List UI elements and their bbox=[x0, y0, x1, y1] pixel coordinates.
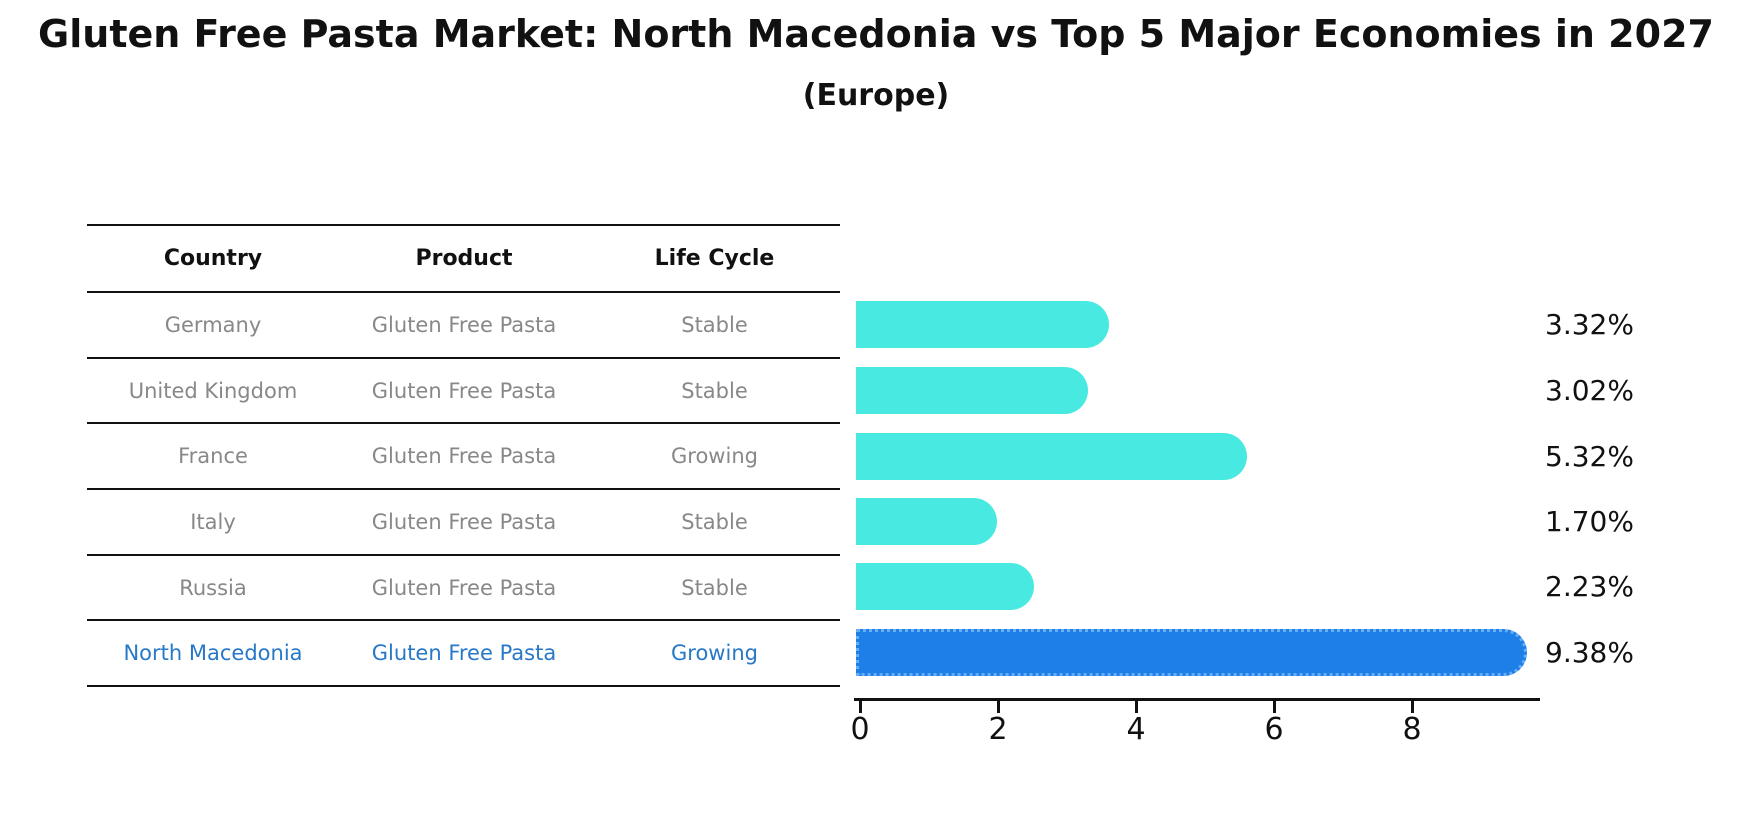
table-row: Germany Gluten Free Pasta Stable bbox=[87, 293, 840, 359]
cell-product: Gluten Free Pasta bbox=[371, 509, 557, 534]
table-row: Italy Gluten Free Pasta Stable bbox=[87, 490, 840, 556]
page-subtitle: (Europe) bbox=[802, 78, 950, 113]
x-tick-label: 6 bbox=[1264, 712, 1284, 747]
cell-product: Gluten Free Pasta bbox=[371, 641, 557, 666]
cell-product: Gluten Free Pasta bbox=[371, 378, 557, 403]
bar-north-macedonia bbox=[856, 628, 1528, 676]
cell-product: Gluten Free Pasta bbox=[371, 312, 557, 337]
cell-country: Italy bbox=[190, 509, 236, 534]
table-row: Russia Gluten Free Pasta Stable bbox=[87, 556, 840, 622]
cell-product: Gluten Free Pasta bbox=[371, 575, 557, 600]
x-axis-line bbox=[854, 698, 1540, 701]
country-table: Country Product Life Cycle Germany Glute… bbox=[87, 224, 840, 688]
page-title: Gluten Free Pasta Market: North Macedoni… bbox=[38, 12, 1714, 56]
table-row: France Gluten Free Pasta Growing bbox=[87, 424, 840, 491]
cell-product: Gluten Free Pasta bbox=[371, 444, 557, 469]
cell-life-cycle: Stable bbox=[681, 575, 748, 600]
x-axis-tick bbox=[1410, 698, 1414, 713]
table-header-row: Country Product Life Cycle bbox=[87, 226, 840, 293]
x-axis-tick bbox=[996, 698, 1000, 713]
cell-life-cycle: Growing bbox=[671, 641, 758, 666]
table-row-highlighted: North Macedonia Gluten Free Pasta Growin… bbox=[87, 621, 840, 688]
table-row: United Kingdom Gluten Free Pasta Stable bbox=[87, 359, 840, 425]
cell-life-cycle: Stable bbox=[681, 312, 748, 337]
value-label-france: 5.32% bbox=[1545, 439, 1634, 473]
bar-france bbox=[856, 432, 1248, 480]
bar-italy bbox=[856, 497, 998, 545]
cell-country: United Kingdom bbox=[128, 378, 298, 403]
bar-russia bbox=[856, 562, 1034, 610]
column-header-country: Country bbox=[163, 246, 263, 271]
value-label-germany: 3.32% bbox=[1545, 307, 1634, 341]
x-axis-tick bbox=[858, 698, 862, 713]
cell-country: North Macedonia bbox=[123, 641, 303, 666]
value-label-north-macedonia: 9.38% bbox=[1545, 635, 1634, 669]
value-label-russia: 2.23% bbox=[1545, 569, 1634, 603]
cell-life-cycle: Growing bbox=[671, 444, 758, 469]
column-header-life-cycle: Life Cycle bbox=[654, 246, 775, 271]
bar-germany bbox=[856, 300, 1110, 348]
value-label-italy: 1.70% bbox=[1545, 504, 1634, 538]
cell-country: Russia bbox=[179, 575, 247, 600]
x-axis-tick bbox=[1272, 698, 1276, 713]
x-tick-label: 8 bbox=[1402, 712, 1422, 747]
value-label-united-kingdom: 3.02% bbox=[1545, 373, 1634, 407]
cell-country: Germany bbox=[164, 312, 262, 337]
bar-united-kingdom bbox=[856, 366, 1089, 414]
cell-country: France bbox=[178, 444, 248, 469]
x-axis-tick bbox=[1134, 698, 1138, 713]
x-tick-label: 2 bbox=[988, 712, 1008, 747]
x-tick-label: 4 bbox=[1126, 712, 1146, 747]
cell-life-cycle: Stable bbox=[681, 509, 748, 534]
column-header-product: Product bbox=[415, 246, 513, 271]
x-tick-label: 0 bbox=[850, 712, 870, 747]
cell-life-cycle: Stable bbox=[681, 378, 748, 403]
